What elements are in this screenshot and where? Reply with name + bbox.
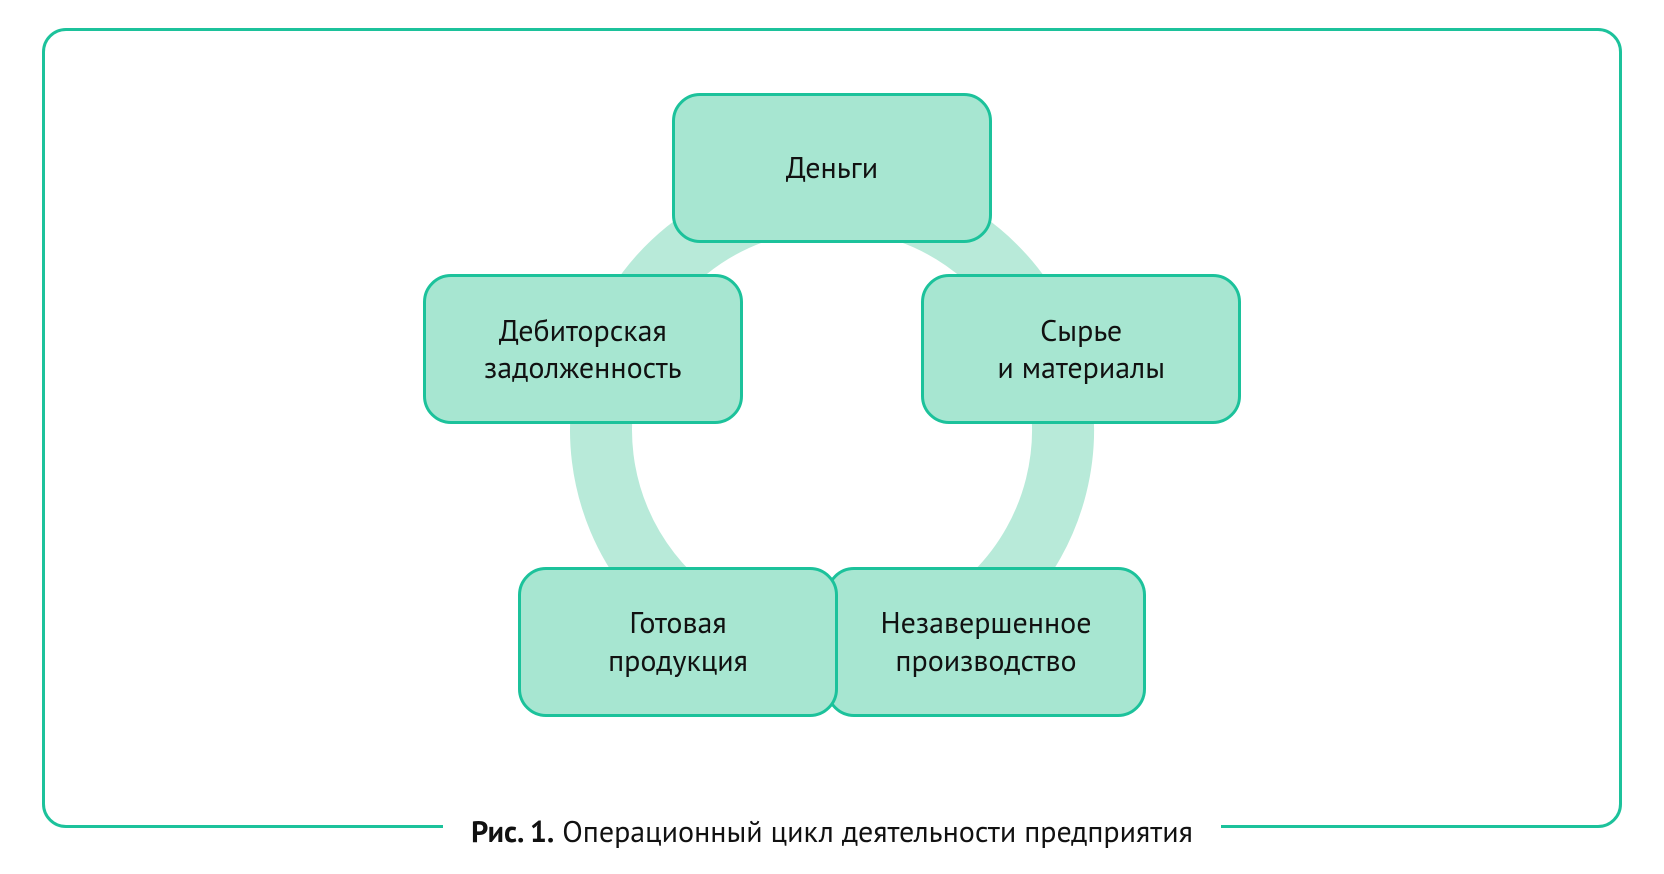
figure-caption: Рис. 1. Операционный цикл деятельности п… [0, 812, 1664, 851]
cycle-node-finished: Готоваяпродукция [518, 567, 838, 717]
cycle-node-label: Готоваяпродукция [608, 604, 748, 679]
cycle-node-label: Деньги [786, 149, 878, 187]
diagram-stage: Деньги Сырьеи материалы Незавершенноепроиз… [0, 0, 1664, 874]
cycle-node-label: Дебиторскаязадолженность [484, 312, 682, 387]
cycle-node-wip: Незавершенноепроизводство [826, 567, 1146, 717]
caption-label: Рис. 1. [471, 812, 554, 851]
cycle-node-receivables: Дебиторскаязадолженность [423, 274, 743, 424]
cycle-node-label: Незавершенноепроизводство [880, 604, 1091, 679]
caption-text: Операционный цикл деятельности предприят… [554, 812, 1193, 851]
cycle-node-label: Сырьеи материалы [997, 312, 1165, 387]
cycle-node-money: Деньги [672, 93, 992, 243]
cycle-node-materials: Сырьеи материалы [921, 274, 1241, 424]
